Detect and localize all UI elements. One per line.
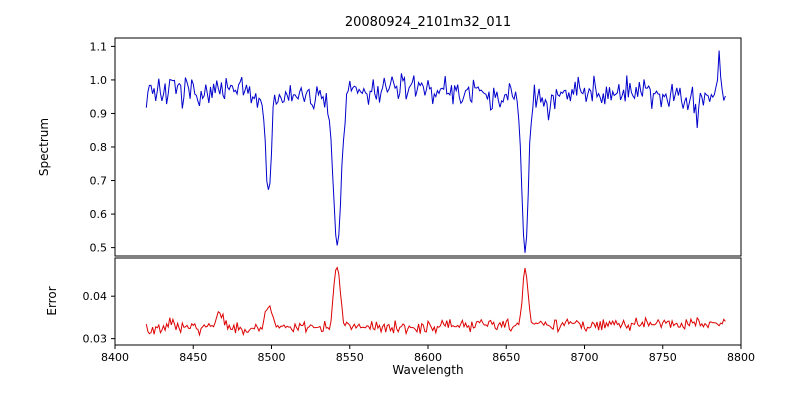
x-tick-label: 8400 [101, 351, 129, 364]
x-tick-label: 8500 [258, 351, 286, 364]
y-tick-label: 1.0 [90, 74, 108, 87]
spectrum-panel-border [114, 37, 742, 257]
x-tick-label: 8450 [179, 351, 207, 364]
error-panel-border [114, 257, 742, 346]
y-axis-label-spectrum: Spectrum [37, 118, 51, 176]
spectrum-line [145, 50, 726, 253]
y-tick-label: 0.04 [83, 290, 108, 303]
x-tick-label: 8800 [727, 351, 755, 364]
x-tick-label: 8700 [571, 351, 599, 364]
x-tick-label: 8550 [336, 351, 364, 364]
y-tick-label: 1.1 [90, 40, 108, 53]
y-tick-label: 0.7 [90, 175, 108, 188]
x-axis-label: Wavelength [392, 363, 463, 377]
error-line [145, 266, 726, 337]
y-axis-label-error: Error [45, 286, 59, 315]
x-tick-label: 8650 [492, 351, 520, 364]
y-tick-label: 0.5 [90, 242, 108, 255]
y-tick-label: 0.8 [90, 141, 108, 154]
y-tick-label: 0.03 [83, 333, 108, 346]
chart-title: 20080924_2101m32_011 [345, 15, 511, 30]
x-tick-label: 8600 [414, 351, 442, 364]
y-tick-label: 0.9 [90, 107, 108, 120]
y-tick-label: 0.6 [90, 208, 108, 221]
x-tick-label: 8750 [649, 351, 677, 364]
plot-area: 0.5 0.6 0.7 0.8 0.9 1.0 1.1 0.03 0.04 8400 8450 850… [83, 37, 755, 364]
